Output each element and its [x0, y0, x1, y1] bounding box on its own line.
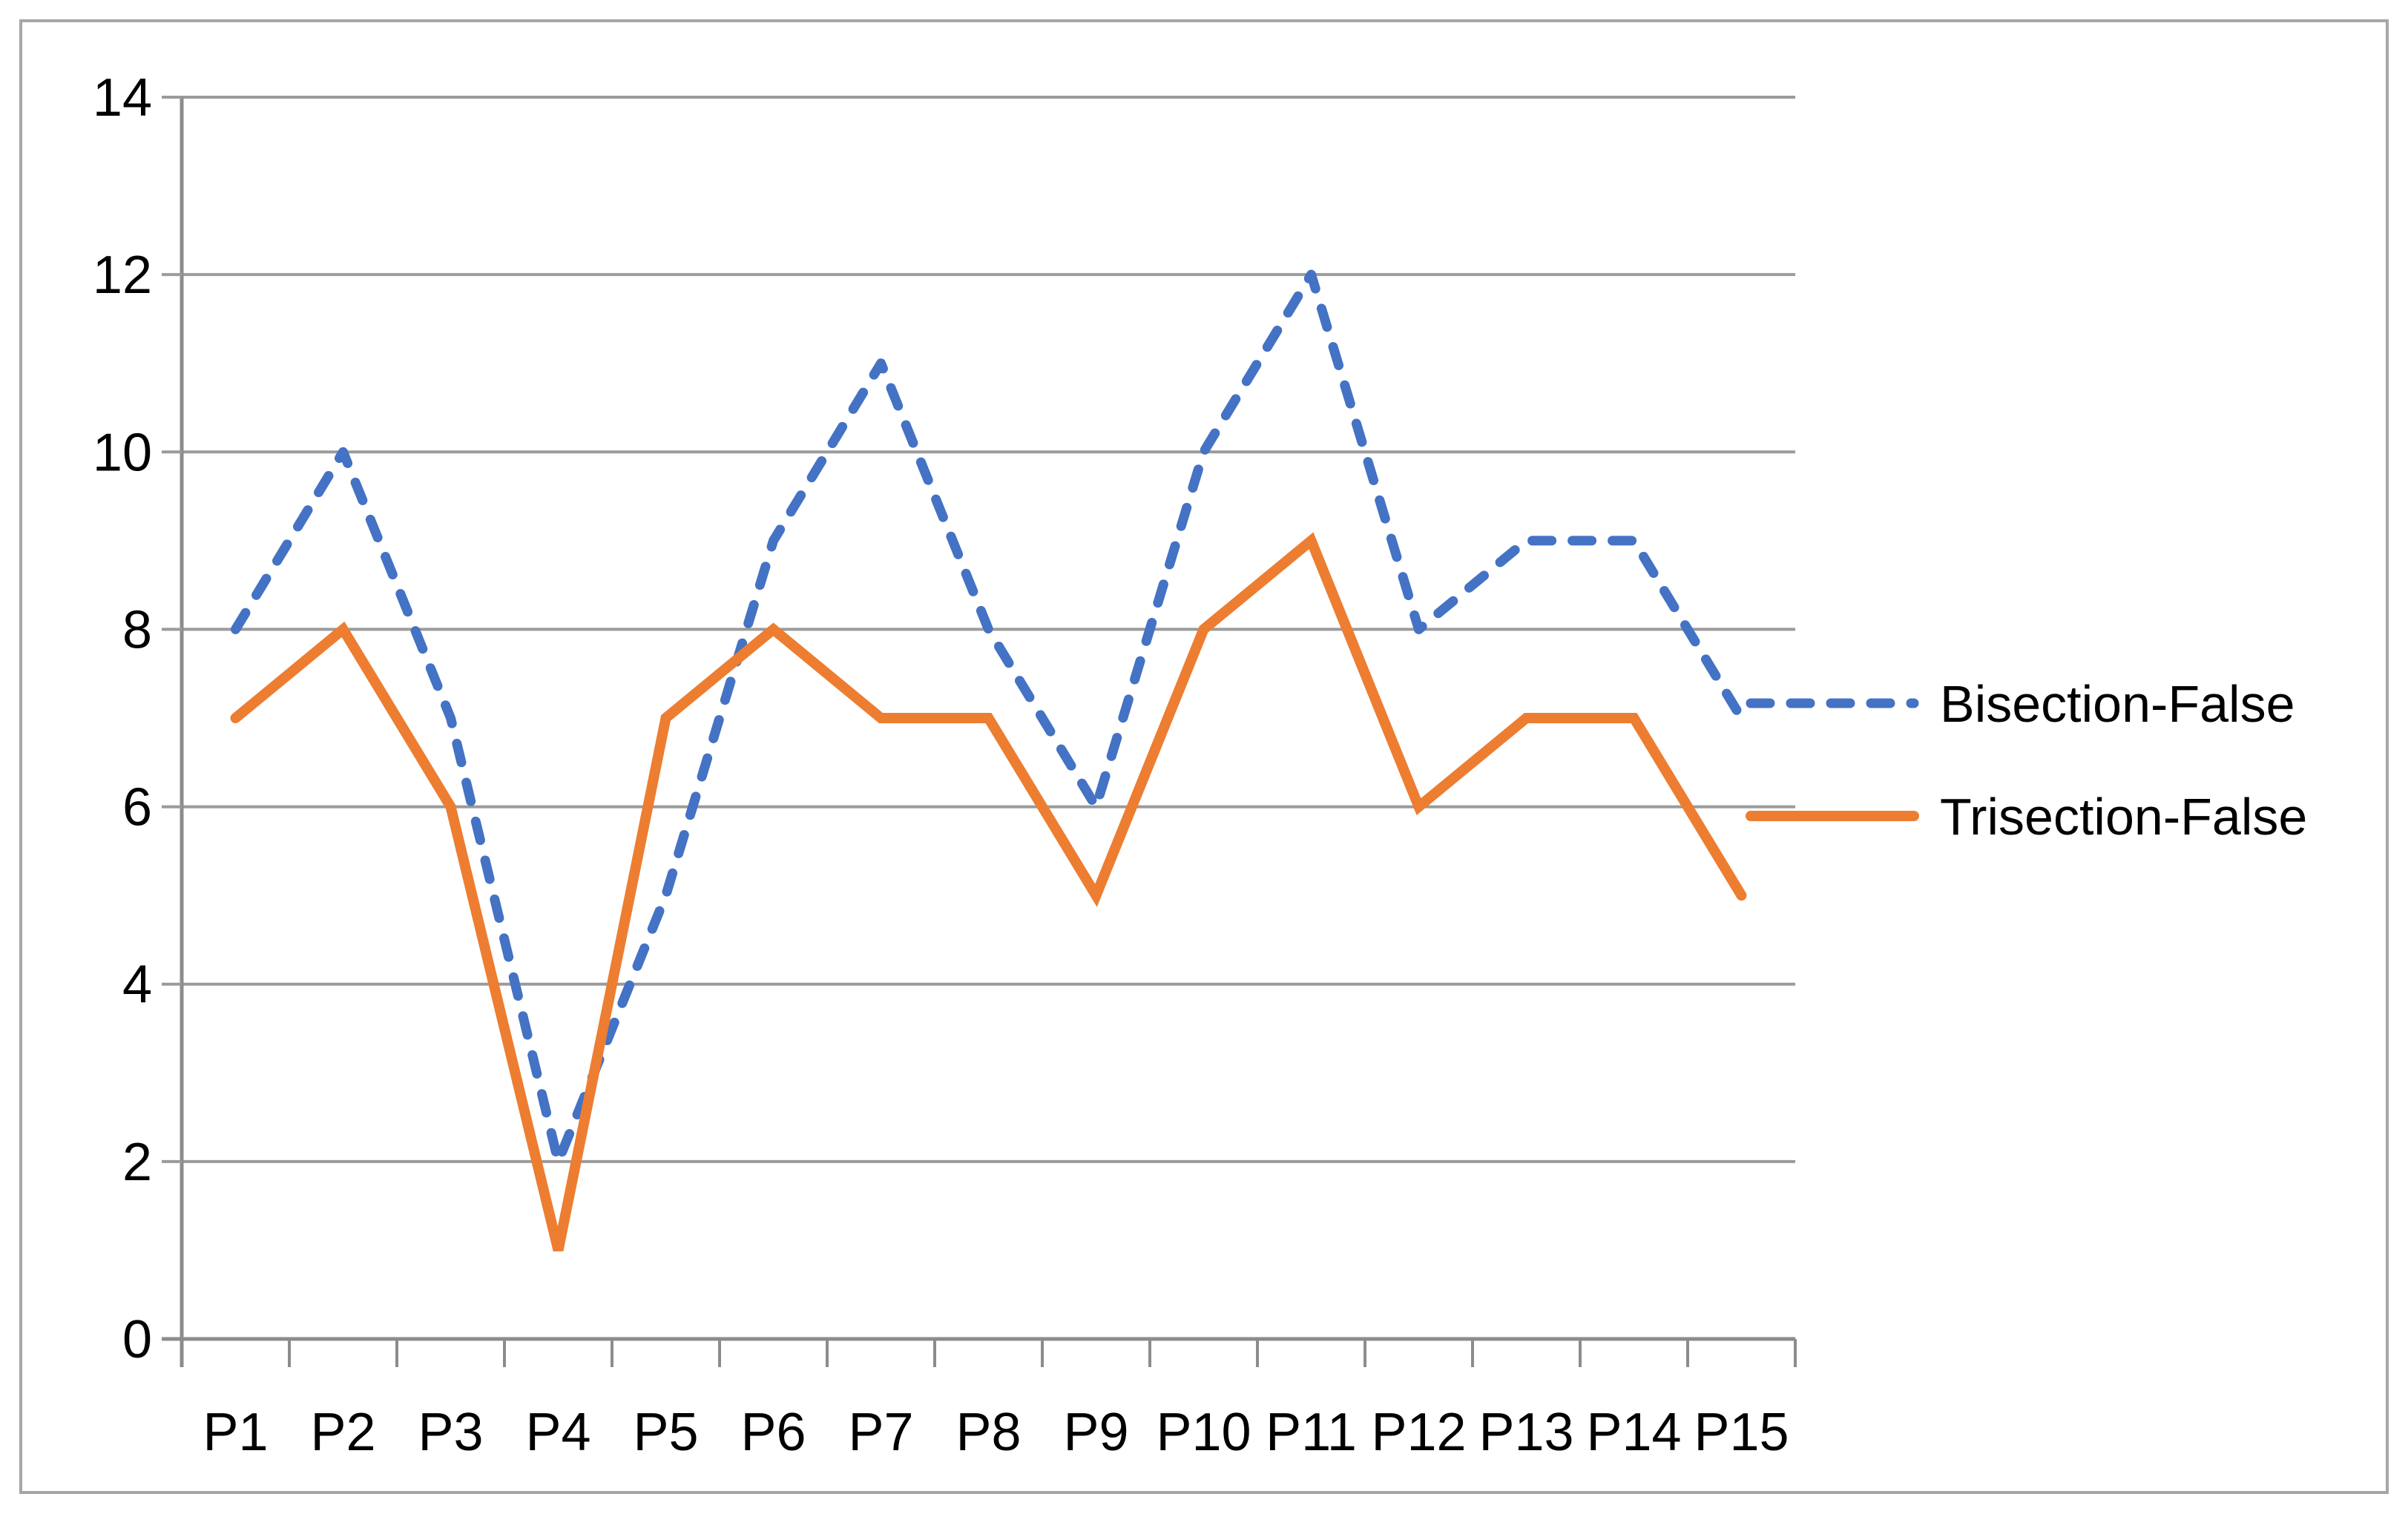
y-axis-tick-label: 0 — [122, 1310, 152, 1369]
y-axis-tick-label: 10 — [93, 423, 152, 482]
series-lines — [230, 269, 1747, 1252]
x-axis-category-label: P13 — [1478, 1403, 1573, 1462]
series-line-bisection-false — [231, 269, 1746, 1167]
x-axis-category-label: P10 — [1156, 1403, 1251, 1462]
y-axis-labels: 0 2 4 6 8 10 12 14 — [93, 68, 152, 1369]
legend-label-trisection-false: Trisection-False — [1940, 788, 2307, 846]
legend-label-bisection-false: Bisection-False — [1940, 675, 2295, 733]
x-axis-category-label: P11 — [1266, 1403, 1357, 1462]
x-axis-category-label: P3 — [418, 1403, 483, 1462]
legend: Bisection-False Trisection-False — [1746, 675, 2307, 846]
series-line-trisection-false — [230, 532, 1747, 1252]
x-axis-category-label: P12 — [1371, 1403, 1466, 1462]
y-axis-tick-label: 14 — [93, 68, 152, 128]
y-axis-tick-label: 12 — [93, 246, 152, 305]
x-axis-category-label: P8 — [955, 1403, 1021, 1462]
x-axis-category-label: P15 — [1694, 1403, 1789, 1462]
y-axis-tick-label: 8 — [122, 600, 152, 659]
y-axis-tick-label: 4 — [122, 955, 152, 1015]
y-axis-tick-label: 6 — [122, 778, 152, 837]
axis-ticks — [162, 96, 1797, 1367]
x-axis-category-label: P6 — [740, 1403, 806, 1462]
x-axis-category-label: P7 — [848, 1403, 913, 1462]
axes — [162, 97, 1795, 1367]
x-axis-category-label: P5 — [633, 1403, 698, 1462]
x-axis-category-label: P2 — [310, 1403, 375, 1462]
x-axis-category-label: P9 — [1063, 1403, 1128, 1462]
x-axis-category-label: P1 — [203, 1403, 268, 1462]
y-axis-tick-label: 2 — [122, 1133, 152, 1192]
chart-border — [19, 19, 2389, 1494]
x-axis-category-label: P14 — [1586, 1403, 1681, 1462]
x-axis-category-label: P4 — [525, 1403, 591, 1462]
x-axis-labels: P1 P2 P3 P4 P5 P6 P7 P8 P9 P10 P11 P12 P13 P14 P15 — [203, 1403, 1789, 1462]
